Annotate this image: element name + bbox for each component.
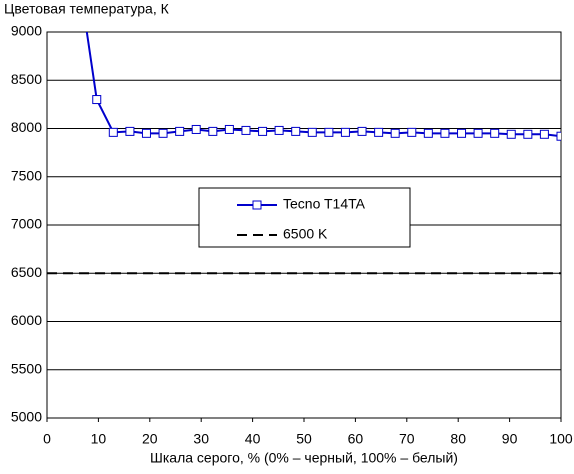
series-area	[47, 32, 561, 275]
legend-marker	[252, 200, 262, 210]
marker	[390, 128, 400, 138]
y-tick-label: 6500	[11, 264, 42, 280]
y-tick-label: 7500	[11, 167, 42, 183]
x-axis-label: Шкала серого, % (0% – черный, 100% – бел…	[150, 450, 458, 466]
legend-label: Tecno T14TA	[283, 196, 366, 212]
marker	[241, 125, 251, 135]
marker	[208, 126, 218, 136]
x-tick-label: 0	[43, 431, 51, 447]
x-tick-label: 90	[502, 431, 518, 447]
marker	[506, 129, 516, 139]
legend-box	[198, 187, 411, 248]
x-tick-label: 100	[549, 431, 573, 447]
x-tick-label: 50	[296, 431, 312, 447]
marker	[440, 128, 450, 138]
x-tick-label: 10	[91, 431, 107, 447]
x-tick-label: 70	[399, 431, 415, 447]
legend-label: 6500 K	[283, 226, 328, 242]
plot: 5000 5500 6000 6500 7000 7500 8000 8500 9000 0 10 2…	[11, 23, 573, 447]
marker	[125, 126, 135, 136]
marker	[340, 127, 350, 137]
marker	[556, 131, 561, 141]
marker	[307, 127, 317, 137]
x-tick-label: 60	[348, 431, 364, 447]
marker	[490, 128, 500, 138]
chart-title: Цветовая температура, К	[4, 1, 170, 17]
x-tick-label: 20	[142, 431, 158, 447]
series-line	[85, 32, 561, 138]
marker	[291, 126, 301, 136]
legend: Tecno T14TA 6500 K	[198, 187, 411, 248]
marker	[523, 129, 533, 139]
marker	[374, 127, 384, 137]
y-tick-label: 9000	[11, 23, 42, 39]
marker	[92, 95, 102, 105]
x-tick-label: 30	[193, 431, 209, 447]
y-tick-label: 6000	[11, 312, 42, 328]
y-tick-label: 7000	[11, 216, 42, 232]
x-tick-label: 40	[245, 431, 261, 447]
marker	[357, 126, 367, 136]
marker	[324, 127, 334, 137]
marker	[175, 126, 185, 136]
y-tick-label: 5000	[11, 409, 42, 425]
marker	[473, 128, 483, 138]
y-tick-label: 8000	[11, 119, 42, 135]
marker	[457, 128, 467, 138]
marker	[407, 127, 417, 137]
marker	[108, 127, 118, 137]
marker	[191, 124, 201, 134]
marker	[539, 129, 549, 139]
marker	[258, 126, 268, 136]
x-tick-label: 80	[450, 431, 466, 447]
marker	[141, 128, 151, 138]
marker	[224, 124, 234, 134]
marker	[274, 125, 284, 135]
y-tick-label: 5500	[11, 360, 42, 376]
marker	[423, 128, 433, 138]
marker	[158, 128, 168, 138]
y-tick-label: 8500	[11, 71, 42, 87]
